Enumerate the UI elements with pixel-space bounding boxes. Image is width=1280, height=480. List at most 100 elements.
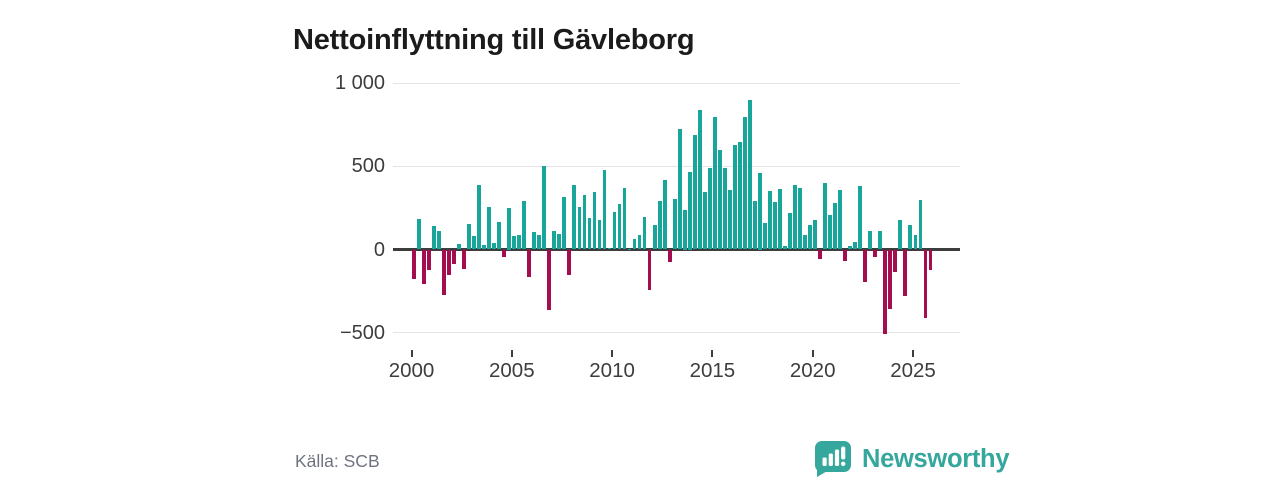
bar-2018-q1 — [773, 201, 777, 250]
x-tick-2015 — [711, 350, 714, 357]
bar-2006-q3 — [542, 166, 547, 250]
bar-2001-q2 — [437, 230, 441, 250]
bar-2010-q3 — [622, 187, 627, 250]
bar-2017-q3 — [763, 222, 767, 250]
y-axis-label-500: 500 — [351, 155, 385, 178]
bar-2006-q1 — [532, 231, 537, 250]
bar-2017-q4 — [768, 191, 772, 250]
bar-2004-q3 — [502, 249, 507, 257]
bar-2015-q3 — [722, 168, 727, 250]
bar-2007-q1 — [552, 231, 557, 250]
bar-2004-q2 — [497, 221, 502, 250]
bar-2024-q2 — [898, 219, 903, 250]
bar-2011-q3 — [642, 216, 647, 250]
logo-bar-tall — [834, 449, 840, 466]
x-axis-label-2000: 2000 — [388, 359, 435, 382]
bar-2002-q2 — [457, 244, 461, 250]
bar-2001-q4 — [447, 249, 451, 276]
bar-2020-q3 — [823, 182, 828, 250]
x-tick-2010 — [611, 350, 614, 357]
bar-2010-q2 — [617, 203, 622, 250]
gridline-1000 — [393, 82, 960, 84]
bar-2025-q2 — [918, 199, 923, 250]
newsworthy-logo[interactable]: Newsworthy — [812, 440, 1010, 478]
bar-2015-q1 — [712, 117, 717, 250]
bar-2019-q3 — [803, 234, 807, 250]
bar-2019-q1 — [793, 184, 797, 250]
bar-2004-q4 — [507, 207, 512, 250]
bar-2021-q4 — [848, 246, 853, 250]
bar-2017-q2 — [758, 173, 762, 250]
bar-2001-q1 — [432, 226, 436, 250]
logo-exclamation-dot — [841, 461, 846, 466]
bar-2005-q4 — [527, 249, 532, 277]
bar-2002-q4 — [467, 223, 471, 250]
bar-2020-q1 — [813, 219, 817, 250]
zero-baseline — [393, 248, 960, 251]
bar-2009-q1 — [592, 191, 597, 250]
bar-2008-q2 — [577, 206, 582, 250]
bar-2021-q1 — [833, 202, 838, 250]
bar-2024-q3 — [903, 249, 908, 297]
bar-2006-q4 — [547, 249, 552, 311]
bar-2001-q3 — [442, 249, 446, 295]
bar-2021-q3 — [843, 249, 848, 262]
bar-2023-q1 — [873, 249, 878, 257]
bar-2023-q4 — [888, 249, 893, 310]
bar-2009-q4 — [607, 247, 612, 250]
x-tick-2020 — [811, 350, 814, 357]
bar-2017-q1 — [753, 201, 757, 250]
bar-2018-q4 — [788, 212, 792, 250]
bar-2002-q3 — [462, 249, 466, 269]
x-axis-label-2025: 2025 — [890, 359, 936, 382]
bar-2006-q2 — [537, 235, 542, 250]
bar-2019-q2 — [798, 187, 802, 250]
bar-2007-q3 — [562, 196, 567, 250]
bar-2015-q2 — [717, 149, 722, 250]
bar-2012-q3 — [662, 180, 667, 250]
bar-2008-q1 — [572, 185, 577, 250]
bar-2000-q2 — [417, 219, 421, 250]
bar-2003-q4 — [487, 206, 492, 250]
bar-2011-q4 — [647, 249, 652, 291]
bar-2021-q2 — [838, 189, 843, 250]
bar-2008-q4 — [587, 217, 592, 250]
bar-2023-q3 — [883, 249, 888, 334]
bar-2003-q3 — [482, 244, 486, 250]
gridline--500 — [393, 332, 960, 334]
bar-2010-q4 — [627, 248, 632, 250]
logo-exclamation-stem — [841, 446, 846, 460]
bar-2022-q1 — [853, 242, 858, 250]
bar-2025-q1 — [913, 234, 918, 250]
bar-2025-q4 — [928, 249, 933, 271]
bar-2009-q3 — [602, 170, 607, 250]
bar-2009-q2 — [597, 220, 602, 250]
bar-2010-q1 — [612, 211, 617, 250]
bar-2014-q2 — [697, 109, 702, 250]
newsworthy-logo-icon — [815, 441, 851, 477]
bar-2022-q2 — [858, 186, 863, 250]
logo-bar-small — [822, 457, 827, 466]
bar-2012-q4 — [667, 249, 672, 262]
bar-2003-q2 — [477, 184, 481, 250]
x-tick-2000 — [410, 350, 413, 357]
newsworthy-logo-text: Newsworthy — [862, 444, 1010, 473]
bar-2018-q3 — [783, 246, 787, 250]
bar-2000-q1 — [412, 249, 416, 279]
bar-2020-q2 — [818, 249, 822, 260]
x-tick-2005 — [510, 350, 513, 357]
bar-2013-q1 — [672, 198, 677, 250]
bar-2014-q4 — [707, 168, 712, 250]
bar-2013-q2 — [677, 128, 682, 250]
page-title: Nettoinflyttning till Gävleborg — [293, 24, 695, 57]
bar-2012-q2 — [657, 201, 662, 250]
logo-bar-medium — [828, 453, 833, 466]
bar-2015-q4 — [727, 189, 732, 250]
y-axis-label--500: −500 — [339, 321, 385, 344]
bar-2003-q1 — [472, 236, 476, 250]
bar-2008-q3 — [582, 195, 587, 250]
source-caption: Källa: SCB — [295, 451, 380, 471]
y-axis-label-0: 0 — [373, 238, 385, 261]
bar-2012-q1 — [652, 225, 657, 250]
